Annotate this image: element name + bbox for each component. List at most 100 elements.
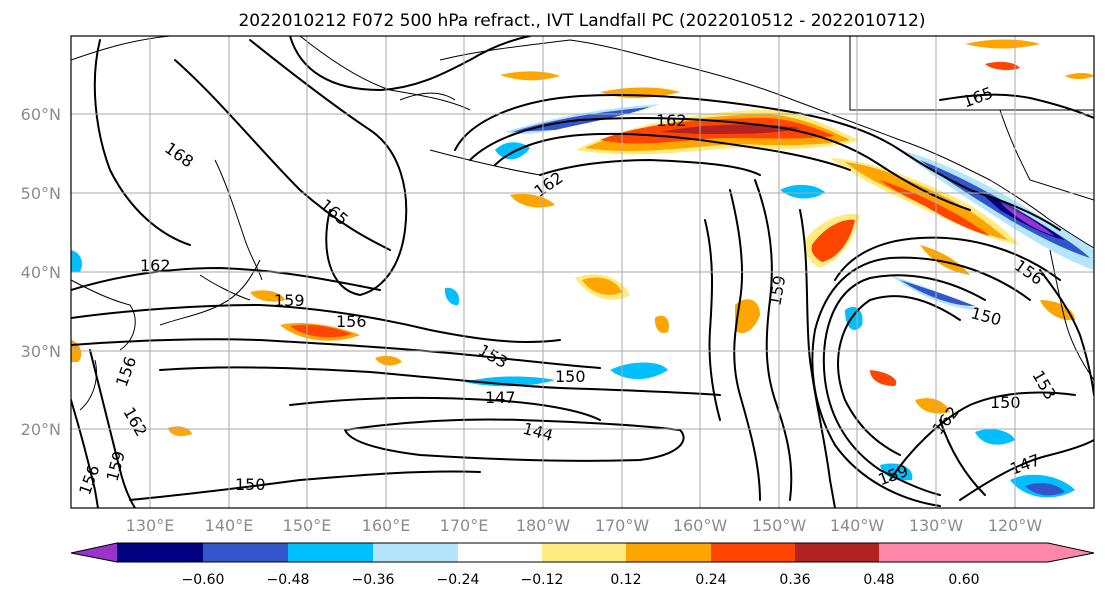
lon-tick-label: 160°E	[362, 516, 411, 535]
contour-line	[799, 209, 836, 508]
colorbar-tick-label: 0.12	[610, 572, 641, 588]
contour-line	[469, 116, 971, 211]
lon-tick-label: 160°W	[673, 516, 728, 535]
lat-tick-label: 30°N	[21, 342, 61, 361]
colorbar-tick-label: −0.36	[352, 572, 395, 588]
positive-region	[870, 370, 897, 386]
contour-line	[889, 391, 1076, 481]
lon-tick-label: 180°W	[516, 516, 571, 535]
colorbar-tick-label: 0.24	[695, 572, 726, 588]
colorbar-tick-label: −0.60	[182, 572, 225, 588]
contour-label: 147	[485, 388, 516, 407]
contour-line	[71, 399, 99, 508]
negative-region	[780, 184, 825, 199]
positive-region	[1065, 73, 1094, 79]
positive-region	[811, 219, 855, 262]
contour-line	[822, 274, 986, 496]
colorbar-tick-label: 0.36	[779, 572, 810, 588]
contour-label: 156	[336, 312, 367, 331]
lon-tick-label: 140°E	[205, 516, 254, 535]
positive-region	[582, 277, 622, 295]
contour-line	[834, 236, 1061, 281]
gridlines	[71, 36, 1094, 508]
positive-region	[654, 315, 669, 334]
map-area: 168 165 162 162 162 165 159 159 156 156 …	[70, 35, 1095, 509]
negative-region	[610, 362, 668, 379]
colorbar-tick-label: 0.48	[863, 572, 894, 588]
colorbar-segment	[458, 543, 542, 562]
positive-region	[290, 324, 352, 338]
contour-line	[811, 256, 1031, 507]
lon-axis-labels: 130°E 140°E 150°E 160°E 170°E 180°W 170°…	[126, 516, 1043, 535]
positive-region	[1040, 300, 1075, 321]
colorbar-segment	[626, 543, 711, 562]
coastline-kamchatka-aleutians	[399, 92, 541, 176]
lon-tick-label: 170°E	[440, 516, 489, 535]
positive-region	[880, 180, 990, 236]
shaded-fields	[71, 39, 1094, 498]
contour-line	[494, 132, 851, 171]
lon-tick-label: 130°E	[126, 516, 175, 535]
colorbar-segment	[373, 543, 458, 562]
colorbar-segment	[542, 543, 626, 562]
colorbar-segment	[288, 543, 373, 562]
contour-line	[174, 59, 391, 251]
contour-label: 150	[235, 475, 266, 494]
colorbar-segment	[203, 543, 288, 562]
contour-line	[729, 189, 761, 501]
contour-line	[454, 93, 1061, 231]
colorbar-outline	[70, 542, 1095, 563]
negative-region	[495, 142, 530, 160]
lat-tick-label: 20°N	[21, 420, 61, 439]
lon-tick-label: 130°W	[909, 516, 964, 535]
lon-tick-label: 140°W	[830, 516, 885, 535]
positive-region	[510, 193, 555, 208]
positive-region	[375, 355, 402, 366]
coastline-alaska-nw	[439, 39, 1094, 249]
positive-region	[250, 290, 285, 302]
lat-tick-label: 50°N	[21, 184, 61, 203]
contour-line	[71, 304, 561, 343]
colorbar-tick-label: −0.12	[521, 572, 564, 588]
contour-line	[71, 267, 381, 291]
positive-region	[985, 61, 1020, 71]
contour-line	[344, 418, 685, 462]
colorbar-extend-min	[71, 543, 117, 562]
lon-tick-label: 150°E	[283, 516, 332, 535]
coastline-korea-china	[71, 279, 136, 411]
map-title: 2022010212 F072 500 hPa refract., IVT La…	[238, 11, 925, 31]
lat-axis-labels: 60°N 50°N 40°N 30°N 20°N	[21, 105, 61, 439]
contour-line	[289, 396, 601, 421]
contour-line	[959, 439, 1094, 501]
negative-region	[465, 376, 555, 387]
contour-line	[289, 36, 531, 91]
positive-region	[500, 71, 560, 81]
colorbar-tick-label: −0.24	[437, 572, 480, 588]
colorbar: −0.60 −0.48 −0.36 −0.24 −0.12 0.12 0.24 …	[70, 542, 1095, 588]
contour-line	[1039, 269, 1094, 396]
coastline-sakhalin	[214, 159, 263, 281]
lon-tick-label: 170°W	[595, 516, 650, 535]
contour-label: 162	[140, 256, 171, 275]
contour-line	[249, 39, 408, 296]
colorbar-extend-max	[964, 543, 1094, 562]
negative-region	[975, 429, 1015, 445]
negative-region	[845, 306, 863, 330]
colorbar-segment	[711, 543, 795, 562]
contour-line	[71, 338, 601, 369]
contour-line	[539, 159, 761, 176]
contour-label: 162	[656, 111, 687, 130]
contour-line	[129, 470, 481, 501]
lat-tick-label: 60°N	[21, 105, 61, 124]
colorbar-tick-label: 0.60	[948, 572, 979, 588]
coastlines	[71, 36, 1094, 411]
contour-label: 150	[990, 393, 1021, 412]
colorbar-segment	[879, 543, 964, 562]
negative-region	[71, 250, 82, 272]
contour-line	[159, 366, 721, 396]
negative-region	[1000, 202, 1055, 236]
contours	[71, 36, 1094, 508]
contour-line	[93, 39, 191, 246]
map-frame	[70, 35, 1095, 509]
colorbar-segment	[795, 543, 879, 562]
